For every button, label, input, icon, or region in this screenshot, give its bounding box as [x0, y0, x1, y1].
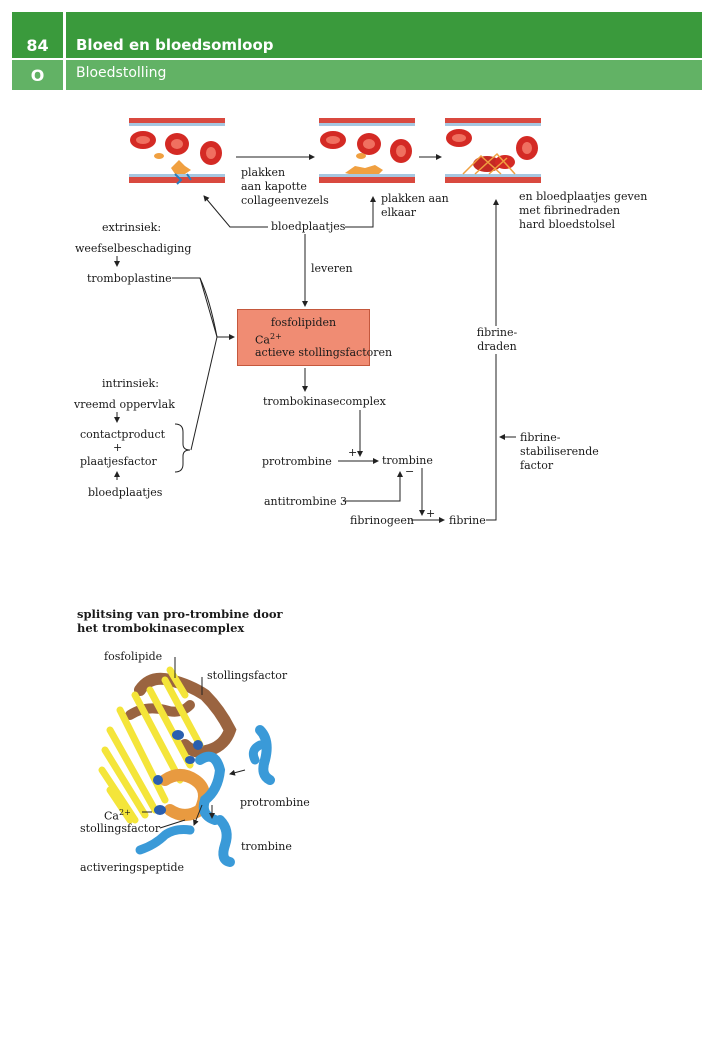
label-plakken-elkaar-2: elkaar: [381, 206, 417, 219]
label-trombine-fig2: trombine: [241, 840, 292, 853]
label-protrombine-fig2: protrombine: [240, 796, 310, 809]
label-antitrombine: antitrombine 3: [264, 495, 347, 508]
label-plaatjesfactor: plaatjesfactor: [80, 455, 157, 468]
label-plus-1: +: [348, 446, 358, 459]
section-title: Bloedstolling: [76, 65, 167, 81]
vessel-panel-clot: [445, 118, 541, 186]
label-bloedplaatjes-top: bloedplaatjes: [271, 220, 346, 233]
label-activeringspeptide: activeringspeptide: [80, 861, 185, 874]
label-stollingsfactor-bottom: stollingsfactor: [80, 822, 161, 835]
label-fibrine-draden-2: draden: [473, 340, 521, 354]
label-plakken-elkaar-1: plakken aan: [381, 192, 449, 205]
label-bloedplaatjes-bottom: bloedplaatjes: [88, 486, 163, 499]
label-fibrinogeen: fibrinogeen: [350, 514, 415, 527]
label-contactproduct: contactproduct: [80, 428, 166, 441]
label-intrinsiek: intrinsiek:: [102, 377, 159, 390]
section-letter: O: [30, 66, 45, 85]
label-trombine: trombine: [382, 454, 433, 467]
label-extrinsiek: extrinsiek:: [102, 221, 162, 234]
label-stollingsfactor-top: stollingsfactor: [207, 669, 288, 682]
vessel-panel-adhesion: [319, 118, 415, 186]
label-plakken-collageen-1: plakken: [241, 166, 286, 179]
figure2-title-1: splitsing van pro-trombine door: [77, 607, 283, 621]
label-weefselbeschadiging: weefselbeschadiging: [75, 242, 192, 255]
label-stabiliserende-1: fibrine-: [520, 431, 561, 444]
box-stollingsfactoren: actieve stollingsfactoren: [255, 346, 393, 359]
box-calcium: Ca2+: [255, 332, 282, 347]
label-stabiliserende-2: stabiliserende: [520, 445, 599, 458]
label-fosfolipide: fosfolipide: [104, 650, 163, 663]
label-vreemd-oppervlak: vreemd oppervlak: [74, 398, 175, 411]
label-fibrine: fibrine: [449, 514, 486, 527]
label-ca: Ca2+: [104, 808, 131, 823]
label-protrombine: protrombine: [262, 455, 332, 468]
vessel-panel-damage: [129, 118, 225, 186]
label-stabiliserende-3: factor: [520, 459, 554, 472]
label-fibrine-draden-1: fibrine-: [473, 326, 521, 340]
label-plakken-collageen-3: collageenvezels: [241, 194, 329, 207]
label-minus: −: [405, 465, 415, 478]
label-tromboplastine: tromboplastine: [87, 272, 172, 285]
header-bar-chapter: [12, 12, 702, 58]
label-plakken-collageen-2: aan kapotte: [241, 180, 307, 193]
page-number: 84: [26, 36, 49, 55]
cofactor-box: [237, 309, 370, 366]
header-divider: [63, 12, 66, 90]
label-bloedstolsel-2: met fibrinedraden: [519, 204, 621, 217]
box-fosfolipiden: fosfolipiden: [270, 316, 337, 329]
label-leveren: leveren: [311, 262, 353, 275]
header-bar-section: [12, 60, 702, 90]
trombokinase-illustration: [98, 657, 275, 867]
chapter-title: Bloed en bloedsomloop: [76, 36, 274, 54]
figure2-title-2: het trombokinasecomplex: [77, 621, 245, 635]
label-bloedstolsel-1: en bloedplaatjes geven: [519, 190, 648, 203]
label-trombokinasecomplex: trombokinasecomplex: [263, 395, 386, 408]
label-bloedstolsel-3: hard bloedstolsel: [519, 218, 616, 231]
label-plus-2: +: [426, 507, 436, 520]
label-plus-small: +: [113, 441, 123, 454]
